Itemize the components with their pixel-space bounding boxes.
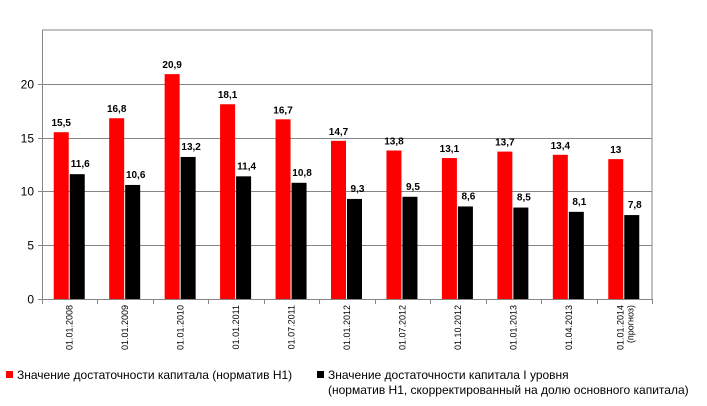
bar-series-2 — [125, 184, 141, 299]
data-label-series-2: 9,3 — [351, 184, 365, 195]
bar-series-2 — [180, 156, 196, 299]
data-label-series-2: 13,2 — [181, 142, 201, 153]
y-tick-label: 20 — [21, 78, 35, 92]
data-label-series-1: 13,7 — [495, 138, 515, 149]
legend-item-series-1: Значение достаточности капитала (нормати… — [6, 368, 292, 383]
y-axis: 0 5 10 15 20 — [21, 30, 43, 307]
data-label-series-1: 13,4 — [551, 141, 571, 152]
bar-series-1 — [497, 151, 513, 299]
bar-series-2 — [291, 182, 307, 299]
y-tick-label: 10 — [21, 185, 35, 199]
x-tick-label: 01.04.2013 — [564, 305, 574, 350]
x-tick-label: 01.07.2011 — [287, 305, 297, 349]
data-label-series-1: 16,8 — [107, 104, 127, 115]
legend-label-1: Значение достаточности капитала (нормати… — [17, 368, 293, 382]
legend-item-series-2: Значение достаточности капитала I уровня… — [317, 368, 689, 398]
x-tick-label: 01.01.2014(прогноз) — [615, 305, 635, 350]
data-label-series-2: 10,8 — [292, 168, 312, 179]
x-tick-label: 01.01.2009 — [120, 305, 130, 350]
x-tick-label: 01.01.2011 — [231, 305, 241, 349]
bar-series-2 — [568, 211, 584, 299]
x-tick-label: 01.10.2012 — [453, 305, 463, 350]
bar-series-2 — [513, 207, 529, 299]
bars — [53, 74, 640, 300]
y-tick-label: 15 — [21, 132, 35, 146]
x-tick-label: 01.07.2012 — [397, 305, 407, 350]
bar-series-2 — [457, 206, 473, 299]
data-label-series-1: 16,7 — [273, 105, 293, 116]
data-label-series-2: 8,1 — [572, 197, 586, 208]
y-tick-label: 5 — [27, 239, 34, 253]
data-label-series-2: 7,8 — [628, 200, 642, 211]
x-tick-label: 01.01.2008 — [65, 305, 75, 350]
bar-series-1 — [275, 119, 291, 299]
data-label-series-1: 18,1 — [218, 90, 238, 101]
legend: Значение достаточности капитала (нормати… — [6, 368, 706, 404]
bar-series-1 — [220, 104, 236, 299]
bar-series-1 — [552, 154, 568, 299]
bar-series-2 — [236, 176, 252, 299]
bar-series-2 — [402, 196, 418, 299]
bar-series-1 — [608, 159, 624, 299]
bar-series-1 — [331, 140, 346, 299]
data-label-series-1: 13,1 — [440, 144, 460, 155]
legend-swatch-red — [6, 371, 13, 378]
data-label-series-1: 20,9 — [162, 60, 182, 71]
bar-series-1 — [441, 158, 457, 299]
x-tick-label: 01.01.2010 — [176, 305, 186, 350]
bar-series-1 — [164, 74, 180, 299]
legend-label-2-line1: Значение достаточности капитала I уровня — [328, 368, 569, 382]
legend-label-2-line2: (норматив Н1, скорректированный на долю … — [328, 383, 689, 397]
data-label-series-2: 11,6 — [71, 159, 90, 170]
data-label-series-2: 11,4 — [237, 161, 256, 172]
bar-series-1 — [386, 150, 402, 299]
data-label-series-1: 14,7 — [329, 127, 349, 138]
bar-series-2 — [624, 215, 640, 299]
x-axis: 01.01.2008 01.01.2009 01.01.2010 01.01.2011… — [42, 299, 653, 350]
data-label-series-2: 8,5 — [517, 193, 531, 204]
data-label-series-2: 8,6 — [461, 191, 475, 202]
x-tick-label: 01.01.2013 — [508, 305, 518, 350]
bar-series-1 — [53, 132, 69, 299]
data-label-series-2: 10,6 — [126, 170, 146, 181]
data-label-series-1: 13,8 — [384, 137, 404, 148]
data-label-series-1: 13 — [610, 145, 622, 156]
bar-series-2 — [347, 198, 362, 299]
legend-swatch-black — [317, 371, 324, 378]
data-label-series-1: 15,5 — [51, 118, 71, 129]
y-tick-label: 0 — [27, 293, 34, 307]
x-tick-label: 01.01.2012 — [342, 305, 352, 350]
bar-series-2 — [69, 174, 85, 299]
data-label-series-2: 9,5 — [406, 182, 420, 193]
bar-series-1 — [109, 118, 125, 300]
data-labels: 15,5 11,6 16,8 10,6 20,9 13,2 18,1 11,4 16,7 10,8… — [51, 60, 642, 211]
